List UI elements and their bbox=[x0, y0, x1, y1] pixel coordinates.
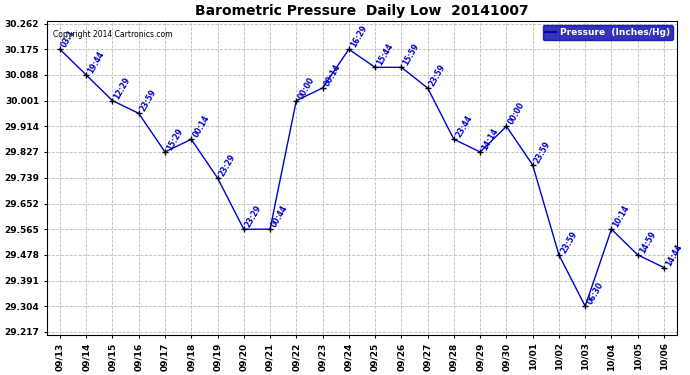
Text: 23:59: 23:59 bbox=[428, 63, 447, 88]
Title: Barometric Pressure  Daily Low  20141007: Barometric Pressure Daily Low 20141007 bbox=[195, 4, 529, 18]
Text: 19:44: 19:44 bbox=[86, 50, 106, 75]
Text: 23:29: 23:29 bbox=[244, 204, 264, 229]
Text: 23:44: 23:44 bbox=[454, 114, 474, 139]
Text: 00:00: 00:00 bbox=[506, 101, 526, 126]
Text: 00:44: 00:44 bbox=[270, 204, 290, 229]
Text: 14:59: 14:59 bbox=[638, 230, 658, 255]
Text: 00:14: 00:14 bbox=[191, 114, 211, 139]
Text: 15:29: 15:29 bbox=[165, 127, 185, 152]
Text: 15:59: 15:59 bbox=[402, 42, 421, 68]
Text: 03:1: 03:1 bbox=[60, 28, 77, 50]
Text: 23:59: 23:59 bbox=[533, 140, 553, 165]
Text: 12:29: 12:29 bbox=[112, 75, 132, 100]
Text: 23:59: 23:59 bbox=[559, 230, 579, 255]
Text: 15:44: 15:44 bbox=[375, 42, 395, 68]
Text: Copyright 2014 Cartronics.com: Copyright 2014 Cartronics.com bbox=[53, 30, 172, 39]
Text: 23:59: 23:59 bbox=[139, 88, 159, 113]
Text: 16:29: 16:29 bbox=[349, 24, 368, 50]
Text: 10:14: 10:14 bbox=[611, 204, 631, 229]
Text: 23:29: 23:29 bbox=[217, 153, 237, 178]
Legend: Pressure  (Inches/Hg): Pressure (Inches/Hg) bbox=[542, 25, 673, 40]
Text: 14:44: 14:44 bbox=[664, 242, 684, 268]
Text: 00:00: 00:00 bbox=[296, 75, 316, 100]
Text: 00:14: 00:14 bbox=[322, 63, 342, 88]
Text: 14:14: 14:14 bbox=[480, 127, 500, 152]
Text: 06:30: 06:30 bbox=[585, 281, 605, 306]
